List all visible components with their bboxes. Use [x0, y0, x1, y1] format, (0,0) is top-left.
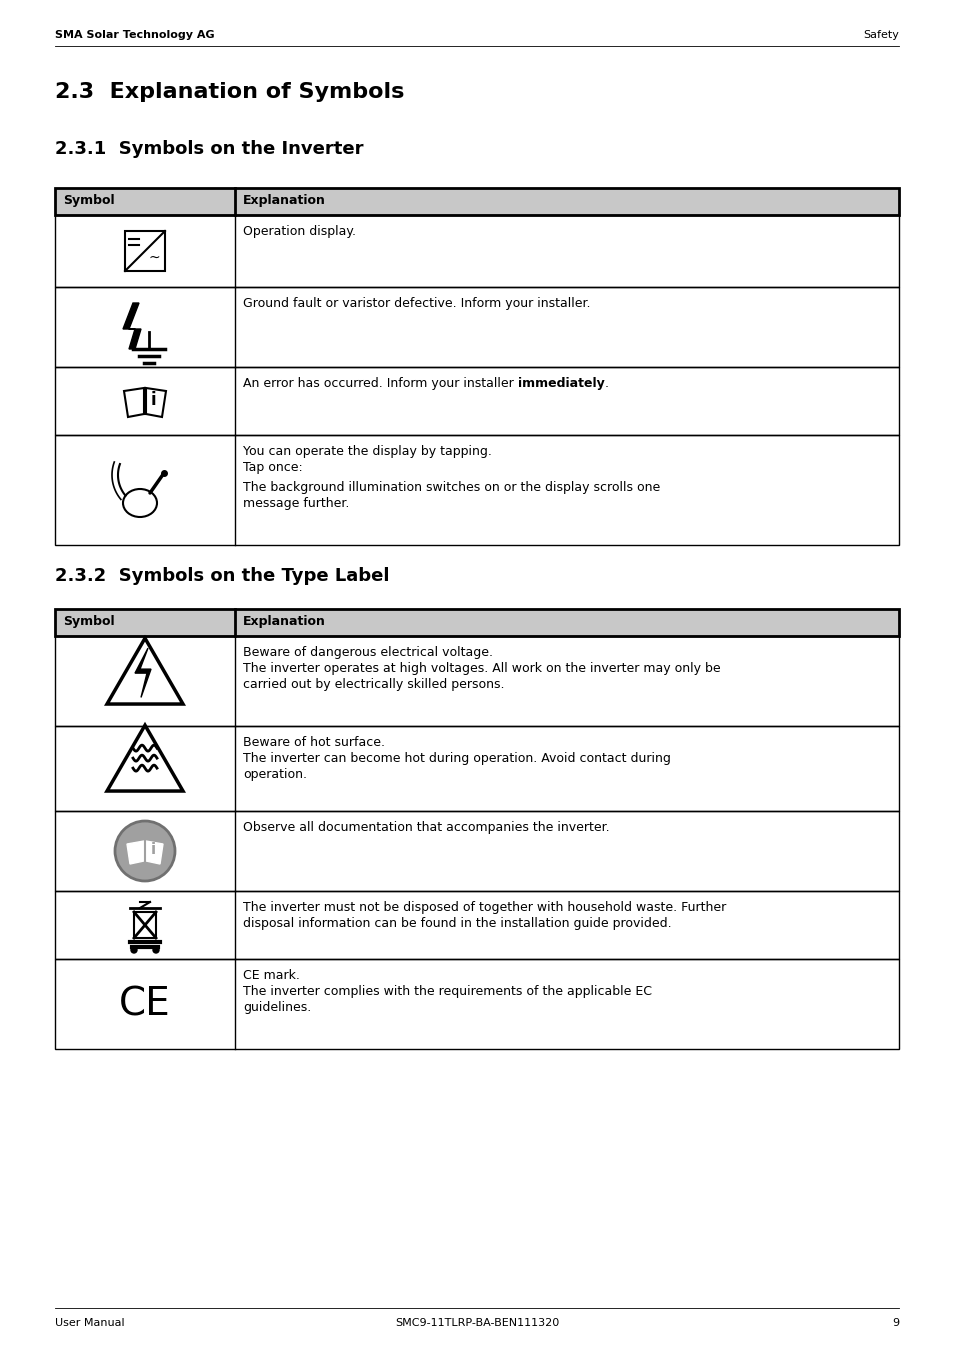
Text: CE: CE	[119, 986, 171, 1023]
Text: An error has occurred. Inform your installer: An error has occurred. Inform your insta…	[243, 377, 517, 389]
Bar	[133, 913, 156, 938]
Text: Symbol: Symbol	[63, 615, 114, 627]
Polygon shape	[146, 841, 163, 864]
Text: Symbol: Symbol	[63, 193, 114, 207]
Text: Explanation: Explanation	[243, 193, 326, 207]
Bar	[55, 635, 898, 726]
Circle shape	[115, 821, 174, 882]
Bar	[55, 726, 898, 811]
Text: ~: ~	[149, 251, 160, 265]
Polygon shape	[107, 638, 183, 704]
Text: 9: 9	[891, 1318, 898, 1328]
Text: Operation display.: Operation display.	[243, 224, 355, 238]
Text: guidelines.: guidelines.	[243, 1000, 311, 1014]
Text: .: .	[604, 377, 608, 389]
Text: i: i	[151, 842, 155, 857]
Text: SMA Solar Technology AG: SMA Solar Technology AG	[55, 30, 214, 41]
Polygon shape	[123, 303, 141, 349]
Text: operation.: operation.	[243, 768, 307, 781]
Polygon shape	[127, 841, 144, 864]
Polygon shape	[107, 725, 183, 791]
Text: message further.: message further.	[243, 498, 349, 510]
Ellipse shape	[123, 489, 157, 516]
Text: i: i	[150, 391, 155, 410]
Bar	[55, 811, 898, 891]
Text: Safety: Safety	[862, 30, 898, 41]
Polygon shape	[124, 388, 144, 416]
Text: disposal information can be found in the installation guide provided.: disposal information can be found in the…	[243, 917, 671, 930]
Polygon shape	[135, 648, 151, 698]
Text: CE mark.: CE mark.	[243, 969, 299, 982]
Text: The inverter operates at high voltages. All work on the inverter may only be: The inverter operates at high voltages. …	[243, 662, 720, 675]
Bar	[55, 608, 898, 635]
Text: 2.3.1  Symbols on the Inverter: 2.3.1 Symbols on the Inverter	[55, 141, 363, 158]
Text: 2.3  Explanation of Symbols: 2.3 Explanation of Symbols	[55, 82, 404, 101]
Polygon shape	[146, 388, 166, 416]
Text: The background illumination switches on or the display scrolls one: The background illumination switches on …	[243, 481, 659, 493]
Bar	[55, 215, 898, 287]
Text: Beware of dangerous electrical voltage.: Beware of dangerous electrical voltage.	[243, 646, 493, 658]
Bar	[55, 188, 898, 215]
Bar	[55, 287, 898, 366]
Text: The inverter must not be disposed of together with household waste. Further: The inverter must not be disposed of tog…	[243, 900, 725, 914]
Text: Observe all documentation that accompanies the inverter.: Observe all documentation that accompani…	[243, 821, 609, 834]
Text: carried out by electrically skilled persons.: carried out by electrically skilled pers…	[243, 677, 504, 691]
Text: The inverter can become hot during operation. Avoid contact during: The inverter can become hot during opera…	[243, 752, 670, 765]
Text: You can operate the display by tapping.: You can operate the display by tapping.	[243, 445, 492, 458]
Text: Tap once:: Tap once:	[243, 461, 302, 475]
Circle shape	[152, 946, 159, 953]
Text: User Manual: User Manual	[55, 1318, 125, 1328]
Text: Explanation: Explanation	[243, 615, 326, 627]
Bar	[55, 366, 898, 435]
Text: 2.3.2  Symbols on the Type Label: 2.3.2 Symbols on the Type Label	[55, 566, 389, 585]
Circle shape	[131, 946, 137, 953]
Text: Beware of hot surface.: Beware of hot surface.	[243, 735, 385, 749]
Text: immediately: immediately	[517, 377, 604, 389]
Bar	[125, 231, 165, 270]
Text: SMC9-11TLRP-BA-BEN111320: SMC9-11TLRP-BA-BEN111320	[395, 1318, 558, 1328]
Bar	[55, 959, 898, 1049]
Bar	[55, 435, 898, 545]
Bar	[55, 891, 898, 959]
Text: Ground fault or varistor defective. Inform your installer.: Ground fault or varistor defective. Info…	[243, 297, 590, 310]
Text: The inverter complies with the requirements of the applicable EC: The inverter complies with the requireme…	[243, 986, 651, 998]
